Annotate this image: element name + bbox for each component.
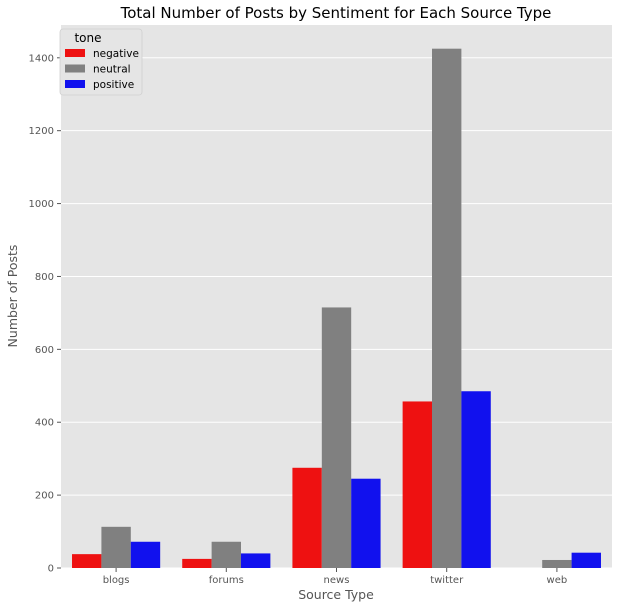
x-tick-label: news	[324, 575, 350, 586]
bars	[72, 48, 601, 568]
y-tick-label: 1000	[29, 199, 54, 210]
x-tick-label: blogs	[103, 575, 130, 586]
legend-swatch-positive	[65, 80, 85, 88]
bar-neutral-blogs	[101, 526, 131, 568]
x-tick-label: twitter	[430, 575, 464, 586]
x-tick-label: web	[547, 575, 568, 586]
bar-positive-news	[351, 478, 381, 568]
y-tick-label: 600	[35, 345, 54, 356]
legend: tone negative neutral positive	[59, 28, 143, 96]
legend-title: tone	[74, 31, 101, 45]
x-axis-ticks: blogs forums news twitter web	[103, 568, 568, 586]
bar-neutral-twitter	[432, 48, 462, 568]
y-tick-label: 0	[48, 564, 54, 575]
bar-positive-twitter	[461, 391, 491, 568]
bar-neutral-forums	[211, 541, 241, 568]
bar-negative-news	[292, 467, 322, 568]
bar-negative-forums	[182, 558, 212, 568]
bar-negative-blogs	[72, 554, 102, 568]
bar-negative-twitter	[402, 401, 433, 568]
legend-swatch-negative	[65, 49, 85, 57]
y-tick-label: 1200	[29, 126, 54, 137]
bar-positive-web	[571, 552, 601, 568]
x-axis-label: Source Type	[298, 587, 374, 602]
legend-label-neutral: neutral	[93, 64, 131, 76]
legend-box	[59, 28, 143, 96]
legend-label-positive: positive	[93, 79, 134, 91]
bar-neutral-web	[542, 559, 572, 568]
y-axis-label: Number of Posts	[5, 245, 20, 348]
chart-title: Total Number of Posts by Sentiment for E…	[120, 4, 552, 22]
y-tick-label: 1400	[29, 53, 54, 64]
y-tick-label: 800	[35, 272, 54, 283]
y-tick-label: 200	[35, 491, 54, 502]
legend-label-negative: negative	[93, 48, 139, 60]
y-axis-ticks: 0 200 400 600 800 1000 1200 1400	[29, 53, 61, 575]
bar-neutral-news	[321, 307, 352, 568]
bar-positive-blogs	[130, 541, 161, 568]
legend-items: negative neutral positive	[65, 48, 139, 91]
x-tick-label: forums	[209, 575, 244, 586]
legend-swatch-neutral	[65, 64, 85, 73]
y-tick-label: 400	[35, 418, 54, 429]
bar-positive-forums	[240, 553, 271, 568]
